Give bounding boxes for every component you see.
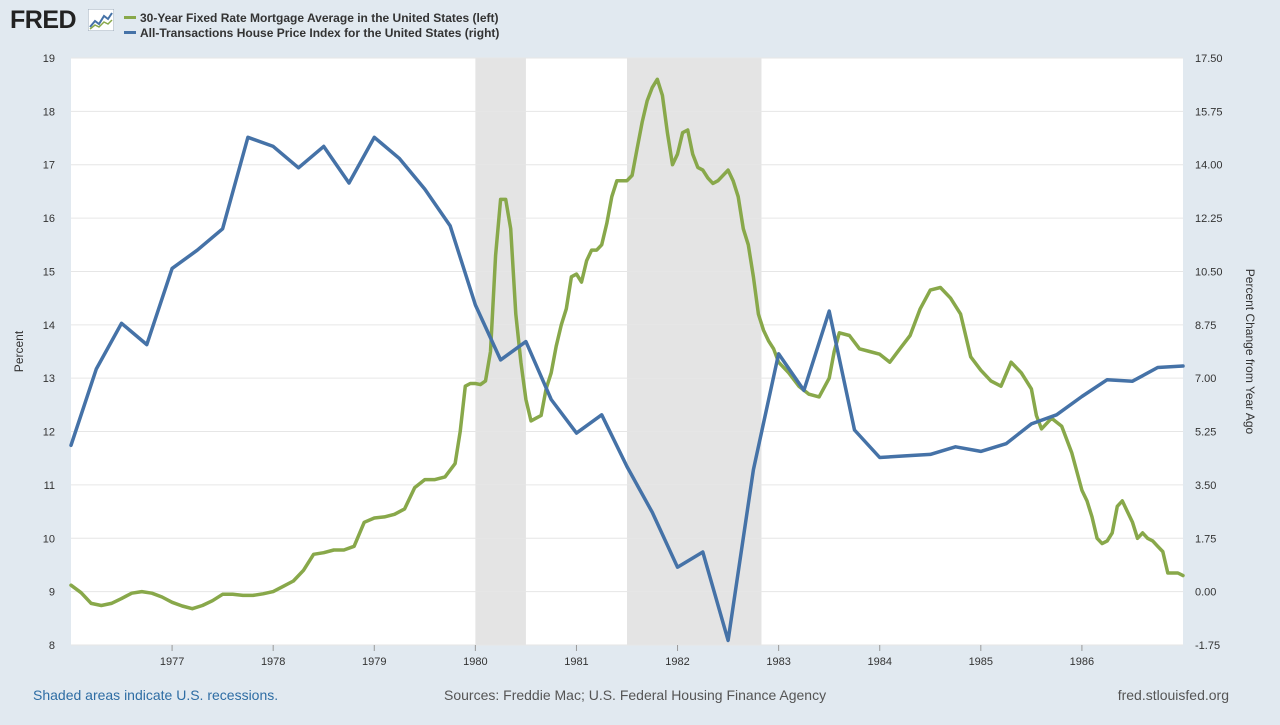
series-line-house-price-index[interactable]	[69, 135, 1185, 643]
y-right-tick-label: 8.75	[1195, 320, 1216, 332]
y-right-axis-title: Percent Change from Year Ago	[1243, 269, 1257, 435]
x-tick-label: 1977	[160, 656, 184, 668]
y-left-axis-title: Percent	[12, 330, 26, 372]
y-right-tick-label: 0.00	[1195, 587, 1216, 599]
x-tick-label: 1979	[362, 656, 386, 668]
x-tick-label: 1983	[766, 656, 790, 668]
y-right-tick-label: -1.75	[1195, 640, 1220, 652]
y-right-tick-label: 5.25	[1195, 427, 1216, 439]
y-right-tick-label: 12.25	[1195, 213, 1223, 225]
y-left-tick-label: 16	[43, 213, 55, 225]
y-left-tick-label: 14	[43, 320, 55, 332]
y-right-tick-label: 14.00	[1195, 160, 1223, 172]
y-right-tick-label: 17.50	[1195, 53, 1223, 65]
y-left-tick-label: 18	[43, 106, 55, 118]
x-tick-label: 1982	[665, 656, 689, 668]
y-right-tick-label: 7.00	[1195, 373, 1216, 385]
y-right-tick-label: 10.50	[1195, 266, 1223, 278]
recession-note: Shaded areas indicate U.S. recessions.	[33, 687, 279, 703]
x-tick-label: 1986	[1070, 656, 1094, 668]
y-left-tick-label: 10	[43, 533, 55, 545]
y-left-tick-label: 19	[43, 53, 55, 65]
x-tick-label: 1980	[463, 656, 487, 668]
legend-label-house-price: All-Transactions House Price Index for t…	[140, 25, 500, 40]
x-tick-label: 1978	[261, 656, 285, 668]
legend-swatch-house-price	[124, 31, 136, 34]
y-left-tick-label: 13	[43, 373, 55, 385]
x-tick-label: 1984	[867, 656, 891, 668]
y-right-tick-label: 1.75	[1195, 533, 1216, 545]
fred-logo[interactable]: FRED	[10, 6, 77, 34]
y-left-tick-label: 11	[44, 480, 55, 492]
legend-label-mortgage: 30-Year Fixed Rate Mortgage Average in t…	[140, 10, 499, 25]
y-right-tick-label: 3.50	[1195, 480, 1216, 492]
series-line-mortgage-rate[interactable]	[69, 77, 1185, 611]
x-tick-label: 1985	[969, 656, 993, 668]
legend-item-house-price[interactable]: All-Transactions House Price Index for t…	[124, 25, 499, 40]
x-tick-label: 1981	[564, 656, 588, 668]
y-left-tick-label: 8	[49, 640, 55, 652]
sources-text: Sources: Freddie Mac; U.S. Federal Housi…	[444, 687, 827, 703]
y-left-tick-label: 12	[43, 427, 55, 439]
y-left-tick-label: 17	[43, 160, 55, 172]
y-right-tick-label: 15.75	[1195, 106, 1223, 118]
chart-legend: 30-Year Fixed Rate Mortgage Average in t…	[124, 10, 499, 40]
y-left-tick-label: 9	[49, 587, 55, 599]
y-left-tick-label: 15	[43, 266, 55, 278]
legend-swatch-mortgage	[124, 16, 136, 19]
fred-url-link[interactable]: fred.stlouisfed.org	[1117, 687, 1229, 703]
recession-shade	[475, 58, 526, 645]
line-graph-icon	[88, 9, 114, 31]
legend-item-mortgage[interactable]: 30-Year Fixed Rate Mortgage Average in t…	[124, 10, 499, 25]
chart-header: FRED 30-Year Fixed Rate Mortgage Average…	[0, 0, 1280, 50]
